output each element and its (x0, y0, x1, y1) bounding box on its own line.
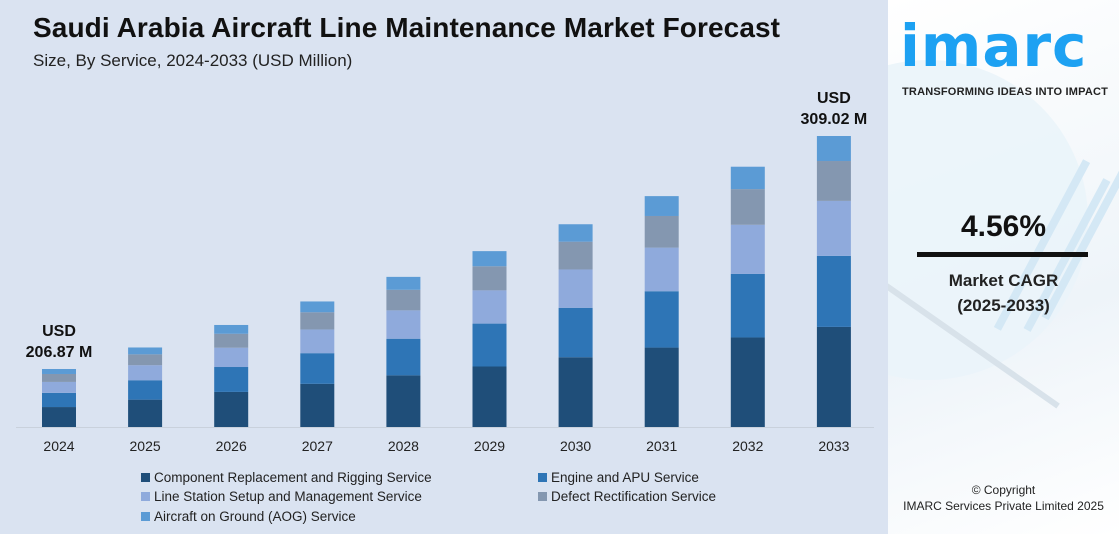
legend-swatch (141, 512, 150, 521)
bar-segment-2030-0 (558, 357, 593, 427)
bar-segment-2030-3 (558, 241, 593, 270)
cagr-label-line1: Market CAGR (948, 271, 1059, 290)
legend-item-line-station: Line Station Setup and Management Servic… (141, 489, 422, 504)
x-tick-label: 2026 (216, 438, 247, 454)
bar-segment-2033-4 (816, 136, 851, 162)
bar-segment-2027-1 (300, 353, 335, 384)
x-tick-label: 2032 (732, 438, 763, 454)
bar-segment-2033-1 (816, 255, 851, 327)
cagr-divider (917, 252, 1088, 257)
bar-segment-2032-2 (730, 224, 765, 274)
cagr-label-period: (2025-2033) (957, 296, 1050, 315)
bar-segment-2031-4 (644, 196, 679, 216)
bar-segment-2025-1 (128, 380, 163, 400)
total-annotation-currency: USD (817, 90, 851, 107)
bar-segment-2031-1 (644, 291, 679, 348)
x-tick-label: 2030 (560, 438, 591, 454)
bar-segment-2030-1 (558, 307, 593, 358)
bar-segment-2030-4 (558, 224, 593, 242)
chart-subtitle: Size, By Service, 2024-2033 (USD Million… (33, 51, 353, 70)
legend-label: Component Replacement and Rigging Servic… (154, 470, 432, 485)
bar-segment-2030-2 (558, 269, 593, 308)
bar-segment-2024-0 (42, 407, 76, 427)
bar-segment-2025-2 (128, 365, 163, 381)
bar-segment-2027-3 (300, 312, 335, 330)
bar-segment-2027-2 (300, 329, 335, 354)
bar-segment-2024-1 (42, 392, 76, 408)
copyright: © Copyright IMARC Services Private Limit… (888, 482, 1119, 514)
bar-segment-2024-4 (42, 368, 76, 374)
bar-segment-2032-0 (730, 337, 765, 427)
bar-segment-2029-4 (472, 251, 507, 267)
bar-segment-2029-1 (472, 323, 507, 367)
bar-segment-2027-4 (300, 301, 335, 313)
bar-segment-2028-3 (386, 289, 421, 311)
bar-segment-2029-3 (472, 266, 507, 291)
total-annotation-value: 206.87 M (26, 344, 93, 361)
bar-segment-2024-2 (42, 381, 76, 393)
bar-segment-2033-3 (816, 161, 851, 201)
bar-segment-2033-2 (816, 200, 851, 256)
bar-segment-2026-0 (214, 391, 249, 427)
bar-segment-2028-0 (386, 375, 421, 427)
legend-swatch (141, 492, 150, 501)
legend-item-defect-rectification: Defect Rectification Service (538, 489, 716, 504)
copyright-line1: © Copyright (971, 483, 1036, 497)
bar-segment-2026-1 (214, 367, 249, 392)
legend-item-component-replacement: Component Replacement and Rigging Servic… (141, 470, 432, 485)
legend-swatch (538, 473, 547, 482)
x-tick-label: 2029 (474, 438, 505, 454)
copyright-line2: IMARC Services Private Limited 2025 (903, 499, 1104, 513)
x-tick-label: 2033 (818, 438, 849, 454)
bar-segment-2026-3 (214, 333, 249, 348)
imarc-logo: imarc TRANSFORMING IDEAS INTO IMPACT (900, 8, 1110, 98)
legend-swatch (141, 473, 150, 482)
legend-item-aog: Aircraft on Ground (AOG) Service (141, 509, 356, 524)
logo-tagline: TRANSFORMING IDEAS INTO IMPACT (902, 86, 1109, 98)
bar-segment-2031-2 (644, 247, 679, 292)
stacked-bar-chart: 2024 2025 2026 2027 2028 2029 2030 2031 2032 2033… (16, 90, 874, 454)
cagr-value: 4.56% (960, 210, 1047, 243)
bar-segment-2028-2 (386, 310, 421, 339)
bar-segment-2026-4 (214, 324, 249, 334)
cagr-label: Market CAGR (2025-2033) (888, 268, 1119, 318)
bar-segment-2026-2 (214, 347, 249, 368)
bar-segment-2028-4 (386, 276, 421, 290)
total-annotation-currency: USD (42, 323, 76, 340)
bar-segment-2031-0 (644, 347, 679, 427)
x-tick-label: 2031 (646, 438, 677, 454)
total-annotation-value: 309.02 M (801, 111, 868, 128)
chart-title: Saudi Arabia Aircraft Line Maintenance M… (33, 12, 781, 43)
legend-label: Aircraft on Ground (AOG) Service (154, 509, 356, 524)
x-tick-label: 2028 (388, 438, 419, 454)
bar-segment-2027-0 (300, 383, 335, 427)
legend-label: Line Station Setup and Management Servic… (154, 489, 422, 504)
bar-segment-2032-1 (730, 273, 765, 338)
legend-item-engine-apu: Engine and APU Service (538, 470, 699, 485)
bar-segment-2025-3 (128, 354, 163, 366)
side-panel (888, 0, 1119, 534)
bar-segment-2028-1 (386, 338, 421, 376)
x-tick-label: 2027 (302, 438, 333, 454)
x-tick-label: 2025 (130, 438, 161, 454)
bar-segment-2025-4 (128, 347, 163, 355)
bar-segment-2029-0 (472, 366, 507, 427)
bar-segment-2029-2 (472, 290, 507, 324)
legend-swatch (538, 492, 547, 501)
bar-segment-2033-0 (816, 326, 851, 427)
bar-segment-2025-0 (128, 399, 163, 427)
bar-segment-2024-3 (42, 373, 76, 382)
legend-label: Defect Rectification Service (551, 489, 717, 504)
legend-label: Engine and APU Service (551, 470, 699, 485)
logo-wordmark: imarc (900, 12, 1088, 80)
bar-segment-2031-3 (644, 215, 679, 248)
bar-segment-2032-3 (730, 189, 765, 225)
x-tick-label: 2024 (43, 438, 74, 454)
bar-segment-2032-4 (730, 166, 765, 190)
